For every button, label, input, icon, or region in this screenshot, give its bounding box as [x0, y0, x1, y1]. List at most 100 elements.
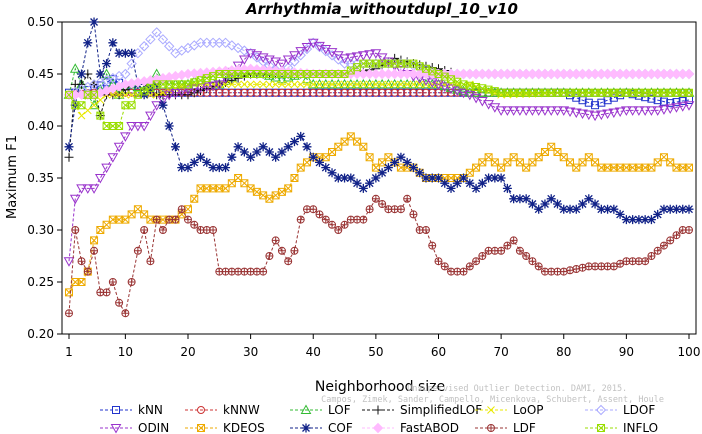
y-tick-label: 0.40 — [27, 119, 54, 133]
data-point — [258, 142, 268, 152]
data-point — [352, 178, 362, 188]
data-point — [134, 247, 142, 255]
data-point — [265, 80, 274, 89]
data-point — [77, 69, 87, 79]
data-point — [684, 204, 694, 214]
watermark: Unsupervised Outlier Detection. DAMI, 20… — [321, 384, 664, 406]
data-point — [115, 122, 124, 130]
data-point — [178, 205, 186, 213]
data-point — [503, 242, 511, 250]
x-tick-label: 80 — [556, 345, 571, 359]
data-point — [171, 216, 179, 224]
legend-item-simplifiedlof: SimplifiedLOF — [362, 403, 482, 417]
data-point — [654, 247, 662, 255]
data-point — [641, 257, 649, 265]
x-tick-label: 50 — [368, 345, 383, 359]
data-point — [110, 424, 122, 434]
data-point — [295, 47, 307, 57]
data-point — [190, 194, 199, 203]
data-point — [301, 73, 313, 84]
data-point — [251, 51, 263, 61]
data-point — [283, 142, 293, 152]
data-point — [372, 80, 380, 89]
data-point — [372, 422, 384, 434]
data-point — [88, 184, 100, 194]
data-point — [132, 47, 144, 59]
data-point — [610, 262, 618, 270]
data-point — [226, 40, 238, 51]
data-point — [545, 106, 557, 116]
data-point — [65, 309, 73, 317]
data-point — [138, 41, 150, 52]
data-point — [120, 132, 131, 142]
data-point — [177, 163, 187, 173]
data-point — [365, 88, 374, 97]
data-point — [640, 215, 650, 225]
data-point — [340, 80, 349, 89]
data-point — [384, 88, 393, 97]
data-point — [403, 88, 412, 97]
data-point — [207, 81, 219, 91]
axis-ticks: 1 10 20 30 40 50 60 70 80 90 100 0.20 0.25 0.30 0.35 0.… — [27, 15, 700, 359]
chart-title: Arrhythmia_withoutdupl_10_v10 — [245, 0, 518, 18]
data-point — [341, 221, 349, 229]
data-point — [146, 257, 154, 265]
data-point — [522, 252, 530, 260]
data-point — [270, 71, 282, 82]
data-point — [502, 106, 513, 116]
data-point — [646, 215, 656, 225]
y-tick-label: 0.45 — [27, 67, 54, 81]
data-point — [477, 178, 487, 188]
data-point — [196, 152, 206, 162]
data-point — [320, 45, 331, 57]
data-point — [322, 216, 330, 224]
data-point — [308, 152, 318, 162]
data-point — [264, 147, 274, 157]
data-point — [239, 147, 249, 157]
data-point — [277, 147, 287, 157]
data-point — [145, 85, 155, 95]
data-point — [277, 88, 286, 97]
data-point — [421, 88, 430, 97]
data-point — [579, 264, 587, 272]
data-point — [164, 121, 174, 131]
data-point — [115, 90, 123, 99]
data-point — [390, 157, 400, 167]
legend-item-loop: LoOP — [475, 403, 544, 417]
data-point — [289, 137, 299, 147]
data-point — [664, 104, 676, 114]
data-point — [433, 80, 444, 90]
data-point — [170, 89, 181, 99]
data-point — [189, 157, 199, 167]
data-point — [478, 252, 486, 260]
x-tick-label: 90 — [619, 345, 634, 359]
data-point — [220, 37, 231, 49]
data-point — [108, 38, 118, 48]
data-point — [296, 131, 306, 141]
data-point — [101, 163, 112, 174]
data-point — [472, 257, 480, 265]
x-tick-label: 1 — [65, 345, 73, 359]
data-point — [514, 106, 526, 116]
data-point — [422, 226, 430, 234]
data-point — [665, 204, 675, 214]
data-point — [595, 404, 607, 416]
data-point — [252, 147, 262, 157]
data-point — [496, 173, 506, 183]
data-point — [302, 142, 312, 152]
data-point — [659, 204, 669, 214]
data-point — [621, 106, 632, 116]
data-point — [572, 265, 580, 273]
data-point — [214, 163, 224, 173]
data-point — [157, 96, 169, 106]
data-point — [246, 152, 256, 162]
data-point — [403, 195, 411, 203]
data-point — [660, 242, 668, 250]
data-point — [558, 106, 570, 116]
series-inflo — [65, 59, 693, 130]
data-point — [603, 204, 613, 214]
data-point — [69, 63, 81, 73]
data-point — [102, 59, 112, 69]
data-point — [157, 34, 169, 45]
